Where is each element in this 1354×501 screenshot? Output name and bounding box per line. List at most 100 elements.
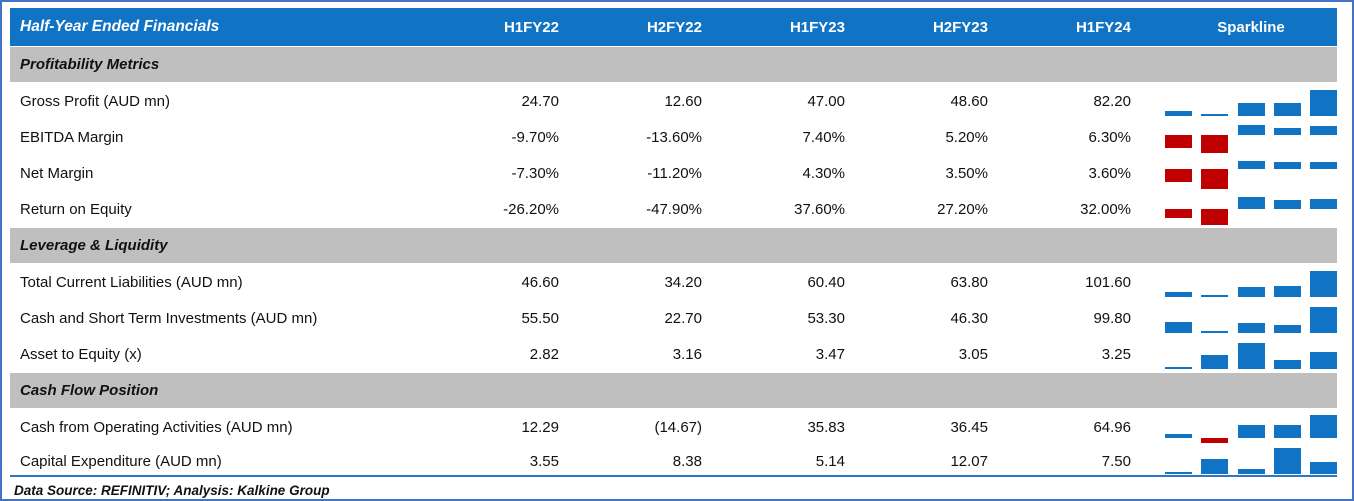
sparkline-bar [1273,127,1301,135]
table-row: Capital Expenditure (AUD mn) 3.55 8.38 5.14… [10,445,1337,475]
sparkline [1165,87,1337,117]
section-header-row: Profitability Metrics [10,46,1337,83]
value-cell: 82.20 [1093,92,1131,110]
sparkline-bar [1310,307,1337,333]
sparkline-bar [1310,415,1337,438]
table-row: EBITDA Margin -9.70% -13.60% 7.40% 5.20% 6.30… [10,119,1337,155]
sparkline-bar [1310,90,1337,116]
table-bottom-rule [10,475,1337,477]
sparkline-bar [1201,209,1229,225]
value-cell: 12.60 [664,92,702,110]
sparkline-bar [1201,134,1229,153]
column-header-h1fy22: H1FY22 [503,18,559,36]
sparkline-bar [1237,425,1265,438]
sparkline-bar [1310,461,1337,474]
page-title: Half-Year Ended Financials [20,18,220,35]
sparkline [1165,340,1337,370]
table-row: Asset to Equity (x) 2.82 3.16 3.47 3.05 3.25 [10,336,1337,372]
metric-label: Total Current Liabilities (AUD mn) [20,273,243,291]
value-cell: 64.96 [1093,418,1131,436]
value-cell: 55.50 [521,309,559,327]
value-cell: 12.29 [521,418,559,436]
sparkline-bar [1237,197,1265,210]
section-header-row: Cash Flow Position [10,372,1337,409]
value-cell: -9.70% [511,128,559,146]
metric-label: Gross Profit (AUD mn) [20,92,171,110]
sparkline-bar [1273,359,1301,369]
sparkline-bar [1201,295,1229,297]
value-cell: 5.14 [815,452,845,470]
sparkline [1165,195,1337,225]
sparkline-bar [1273,425,1301,438]
table-row: Gross Profit (AUD mn) 24.70 12.60 47.00 48.6… [10,83,1337,119]
value-cell: 53.30 [807,309,845,327]
sparkline-bar [1310,162,1337,169]
value-cell: 24.70 [521,92,559,110]
sparkline-bar [1273,325,1301,333]
sparkline-bar [1237,103,1265,116]
sparkline-bar [1310,198,1337,210]
sparkline [1165,304,1337,334]
value-cell: -47.90% [646,200,702,218]
value-cell: 3.05 [958,345,988,363]
value-cell: 3.25 [1101,345,1131,363]
section-title: Cash Flow Position [20,382,159,399]
section-title: Profitability Metrics [20,56,160,73]
value-cell: 12.07 [950,452,988,470]
value-cell: -11.20% [647,164,702,182]
sparkline-bar [1165,367,1192,369]
sparkline-bar [1165,321,1192,333]
value-cell: 47.00 [807,92,845,110]
sparkline-bar [1165,134,1192,148]
value-cell: 3.47 [815,345,845,363]
value-cell: 60.40 [807,273,845,291]
value-cell: -26.20% [503,200,559,218]
metric-label: Capital Expenditure (AUD mn) [20,452,222,470]
sparkline-bar [1201,168,1229,189]
value-cell: 32.00% [1080,200,1131,218]
value-cell: 3.50% [945,164,988,182]
value-cell: 22.70 [664,309,702,327]
value-cell: 8.38 [672,452,702,470]
sparkline-bar [1237,322,1265,333]
value-cell: 4.30% [802,164,845,182]
metric-label: Cash from Operating Activities (AUD mn) [20,418,293,436]
column-header-h1fy23: H1FY23 [789,18,845,36]
metric-label: Cash and Short Term Investments (AUD mn) [20,309,318,327]
metric-label: Asset to Equity (x) [20,345,142,363]
value-cell: 6.30% [1088,128,1131,146]
sparkline-bar [1310,126,1337,135]
value-cell: 48.60 [950,92,988,110]
sparkline-bar [1273,448,1301,474]
value-cell: 34.20 [664,273,702,291]
sparkline-bar [1201,355,1229,369]
sparkline-bar [1273,200,1301,210]
value-cell: 99.80 [1093,309,1131,327]
sparkline [1165,445,1337,475]
value-cell: 101.60 [1085,273,1131,291]
footer: Data Source: REFINITIV; Analysis: Kalkin… [10,477,1337,499]
metric-label: EBITDA Margin [20,128,124,146]
sparkline-bar [1237,161,1265,169]
value-cell: (14.67) [654,418,702,436]
section-header-row: Leverage & Liquidity [10,227,1337,264]
table-row: Total Current Liabilities (AUD mn) 46.60 3… [10,264,1337,300]
sparkline [1165,159,1337,189]
value-cell: 27.20% [937,200,988,218]
value-cell: 3.55 [529,452,559,470]
table-header-row: Half-Year Ended Financials H1FY22 H2FY22… [10,8,1337,46]
sparkline-bar [1273,102,1301,116]
data-source-note: Data Source: REFINITIV; Analysis: Kalkin… [14,483,330,498]
sparkline-bar [1201,331,1229,333]
column-header-sparkline: Sparkline [1217,18,1285,36]
table-row: Net Margin -7.30% -11.20% 4.30% 3.50% 3.60% [10,155,1337,191]
value-cell: 2.82 [529,345,559,363]
column-header-h1fy24: H1FY24 [1075,18,1131,36]
value-cell: 3.16 [672,345,702,363]
value-cell: 37.60% [794,200,845,218]
sparkline-bar [1201,437,1229,443]
value-cell: 5.20% [945,128,988,146]
metric-label: Net Margin [20,164,94,182]
sparkline-bar [1165,292,1192,297]
sparkline-bar [1201,459,1229,474]
